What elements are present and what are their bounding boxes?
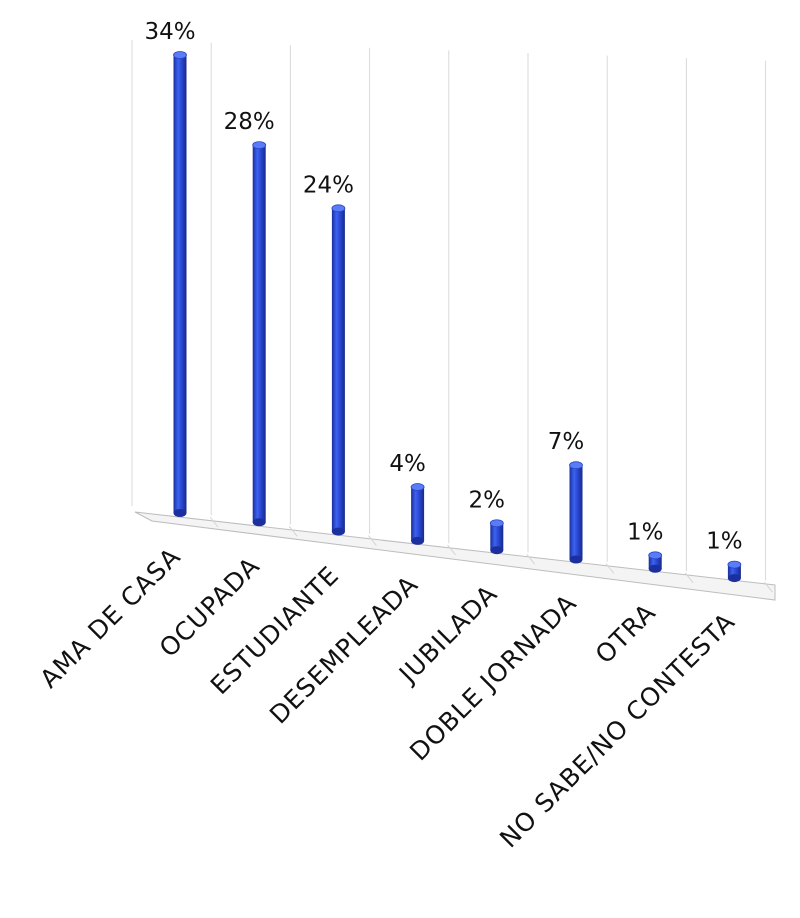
bar — [252, 141, 267, 527]
floor-tick — [526, 553, 536, 565]
floor-tick — [764, 581, 773, 593]
data-label: 2% — [469, 487, 506, 513]
category-labels: AMA DE CASAOCUPADAESTUDIANTEDESEMPLEADAJ… — [34, 542, 740, 854]
chart-floor — [134, 511, 776, 601]
gridlines — [131, 40, 767, 581]
floor-tick — [209, 516, 219, 528]
bar — [410, 483, 425, 545]
data-label: 1% — [627, 519, 664, 545]
category-label: DESEMPLEADA — [264, 570, 424, 730]
bar — [727, 560, 742, 583]
floor-tick — [447, 544, 456, 556]
data-labels: 34% 28% 24% 4% 2% 7% 1% 1% — [144, 19, 742, 555]
floor-tick — [368, 535, 377, 546]
bar — [331, 204, 346, 536]
bar — [569, 461, 583, 564]
floor-tick — [684, 572, 694, 584]
bar — [648, 551, 663, 573]
data-label: 24% — [303, 172, 354, 198]
category-label: OTRA — [590, 598, 662, 670]
data-label: 34% — [144, 19, 195, 45]
data-label: 4% — [389, 451, 426, 477]
floor-tick — [605, 563, 615, 574]
bars — [173, 51, 742, 583]
bar — [173, 51, 187, 517]
data-label: 28% — [224, 109, 275, 135]
floor-tick — [288, 525, 298, 537]
data-label: 7% — [548, 429, 585, 455]
bar — [489, 519, 504, 555]
category-label: AMA DE CASA — [34, 542, 186, 694]
data-label: 1% — [706, 529, 743, 555]
category-label: DOBLE JORNADA — [404, 588, 582, 766]
